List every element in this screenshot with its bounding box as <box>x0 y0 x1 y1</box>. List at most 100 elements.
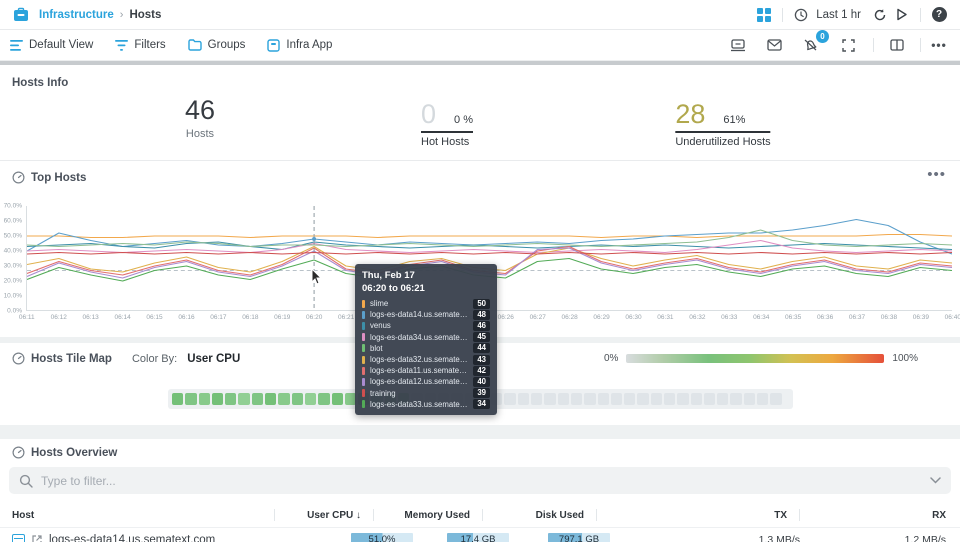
host-tile[interactable] <box>265 393 277 405</box>
breadcrumb-app[interactable]: Infrastructure <box>39 8 114 21</box>
section-divider <box>0 425 960 439</box>
time-range-selector[interactable]: Last 1 hr <box>816 8 861 21</box>
rx-value: 1.2 MB/s <box>904 533 946 542</box>
host-tile[interactable] <box>584 393 596 405</box>
host-tile[interactable] <box>318 393 330 405</box>
clock-icon <box>790 4 812 26</box>
filter-icon <box>115 39 129 51</box>
host-tile[interactable] <box>637 393 649 405</box>
filters-button[interactable]: Filters <box>115 39 166 51</box>
fullscreen-icon[interactable] <box>837 34 859 56</box>
host-tile[interactable] <box>717 393 729 405</box>
x-tick: 06:26 <box>497 314 514 321</box>
hosts-info-section: Hosts Info 46 Hosts 0 0 % Hot Hosts 28 6… <box>0 65 960 161</box>
host-tile[interactable] <box>238 393 250 405</box>
host-tile[interactable] <box>251 393 264 405</box>
column-tx[interactable]: TX <box>774 509 787 521</box>
host-tile[interactable] <box>757 393 769 405</box>
chart-hover-tooltip: Thu, Feb 17 06:20 to 06:21 slime 50 logs-e… <box>355 264 497 415</box>
host-tile[interactable] <box>663 393 676 405</box>
more-options-icon[interactable]: ••• <box>931 38 947 52</box>
tooltip-host-name: logs-es-data11.us.sematext.com <box>370 366 469 376</box>
column-host[interactable]: Host <box>12 509 35 521</box>
host-tile[interactable] <box>677 393 689 405</box>
host-tile[interactable] <box>730 393 742 405</box>
report-icon[interactable] <box>727 34 749 56</box>
host-tile[interactable] <box>770 393 782 405</box>
hot-hosts-pct: 0 % <box>454 114 473 126</box>
y-tick: 20.0% <box>3 277 22 285</box>
host-tile[interactable] <box>517 393 530 405</box>
default-view-button[interactable]: Default View <box>10 39 93 51</box>
alerts-count-badge: 0 <box>816 30 829 43</box>
series-color-marker <box>362 355 365 364</box>
x-tick: 06:16 <box>178 314 195 321</box>
alerts-bell-icon[interactable]: 0 <box>799 30 829 56</box>
host-tile[interactable] <box>504 393 516 405</box>
host-tile[interactable] <box>597 393 609 405</box>
play-icon[interactable] <box>891 4 913 26</box>
host-tile[interactable] <box>624 393 636 405</box>
refresh-icon[interactable] <box>869 4 891 26</box>
host-tile[interactable] <box>225 393 237 405</box>
host-tile[interactable] <box>570 393 583 405</box>
tooltip-host-value: 42 <box>473 365 490 376</box>
host-tile[interactable] <box>304 393 317 405</box>
hot-hosts-label: Hot Hosts <box>421 136 470 148</box>
host-tile[interactable] <box>185 393 197 405</box>
tooltip-host-name: logs-es-data32.us.sematext.com <box>370 355 469 365</box>
x-tick: 06:28 <box>561 314 578 321</box>
host-tile[interactable] <box>172 393 184 405</box>
filter-input[interactable] <box>41 473 930 488</box>
series-color-marker <box>362 400 365 409</box>
series-color-marker <box>362 366 365 375</box>
host-tile[interactable] <box>344 393 357 405</box>
x-tick: 06:15 <box>146 314 163 321</box>
infra-app-button[interactable]: Infra App <box>267 38 332 52</box>
legend-min: 0% <box>603 353 619 364</box>
host-tile[interactable] <box>291 393 303 405</box>
underutilized-label: Underutilized Hosts <box>675 136 771 148</box>
host-tile[interactable] <box>557 393 569 405</box>
top-hosts-menu-icon[interactable]: ••• <box>927 166 946 183</box>
series-color-marker <box>362 389 365 398</box>
host-name-link[interactable]: logs-es-data14.us.sematext.com <box>49 533 216 542</box>
host-tile[interactable] <box>544 393 556 405</box>
apps-grid-icon[interactable] <box>753 4 775 26</box>
table-row[interactable]: logs-es-data14.us.sematext.com 51.0% 17.… <box>0 527 960 542</box>
host-tile[interactable] <box>331 393 343 405</box>
x-tick: 06:37 <box>848 314 866 321</box>
host-tile[interactable] <box>703 393 716 405</box>
x-tick: 06:34 <box>753 314 770 321</box>
column-disk-used[interactable]: Disk Used <box>535 509 584 521</box>
column-rx[interactable]: RX <box>932 509 946 521</box>
column-user-cpu[interactable]: User CPU ↓ <box>307 509 361 521</box>
open-host-icon[interactable] <box>32 534 42 542</box>
user-cpu-value: 51.0% <box>351 533 413 542</box>
tooltip-host-name: logs-es-data34.us.sematext.com <box>370 332 469 342</box>
disk-used-value: 797.1 GB <box>548 533 610 542</box>
color-by-selector[interactable]: User CPU <box>187 352 241 365</box>
host-tile[interactable] <box>743 393 756 405</box>
host-tile[interactable] <box>690 393 702 405</box>
host-tile[interactable] <box>211 393 224 405</box>
search-icon <box>19 474 33 488</box>
layout-columns-icon[interactable] <box>886 34 908 56</box>
host-tile[interactable] <box>650 393 662 405</box>
host-tile[interactable] <box>610 393 623 405</box>
x-tick: 06:40 <box>944 314 960 321</box>
tooltip-host-name: slime <box>370 299 389 309</box>
column-memory-used[interactable]: Memory Used <box>404 509 470 521</box>
chevron-down-icon[interactable] <box>930 477 941 484</box>
tooltip-host-name: logs-es-data14.us.sematext.com <box>370 310 469 320</box>
app-logo-icon[interactable] <box>10 4 32 26</box>
host-tile[interactable] <box>531 393 543 405</box>
tooltip-host-value: 43 <box>473 354 490 365</box>
host-tile[interactable] <box>278 393 290 405</box>
email-icon[interactable] <box>763 34 785 56</box>
groups-button[interactable]: Groups <box>187 39 245 51</box>
stat-hosts: 46 Hosts <box>185 95 215 140</box>
y-tick: 50.0% <box>3 232 22 240</box>
host-tile[interactable] <box>198 393 210 405</box>
help-icon[interactable]: ? <box>928 4 950 26</box>
